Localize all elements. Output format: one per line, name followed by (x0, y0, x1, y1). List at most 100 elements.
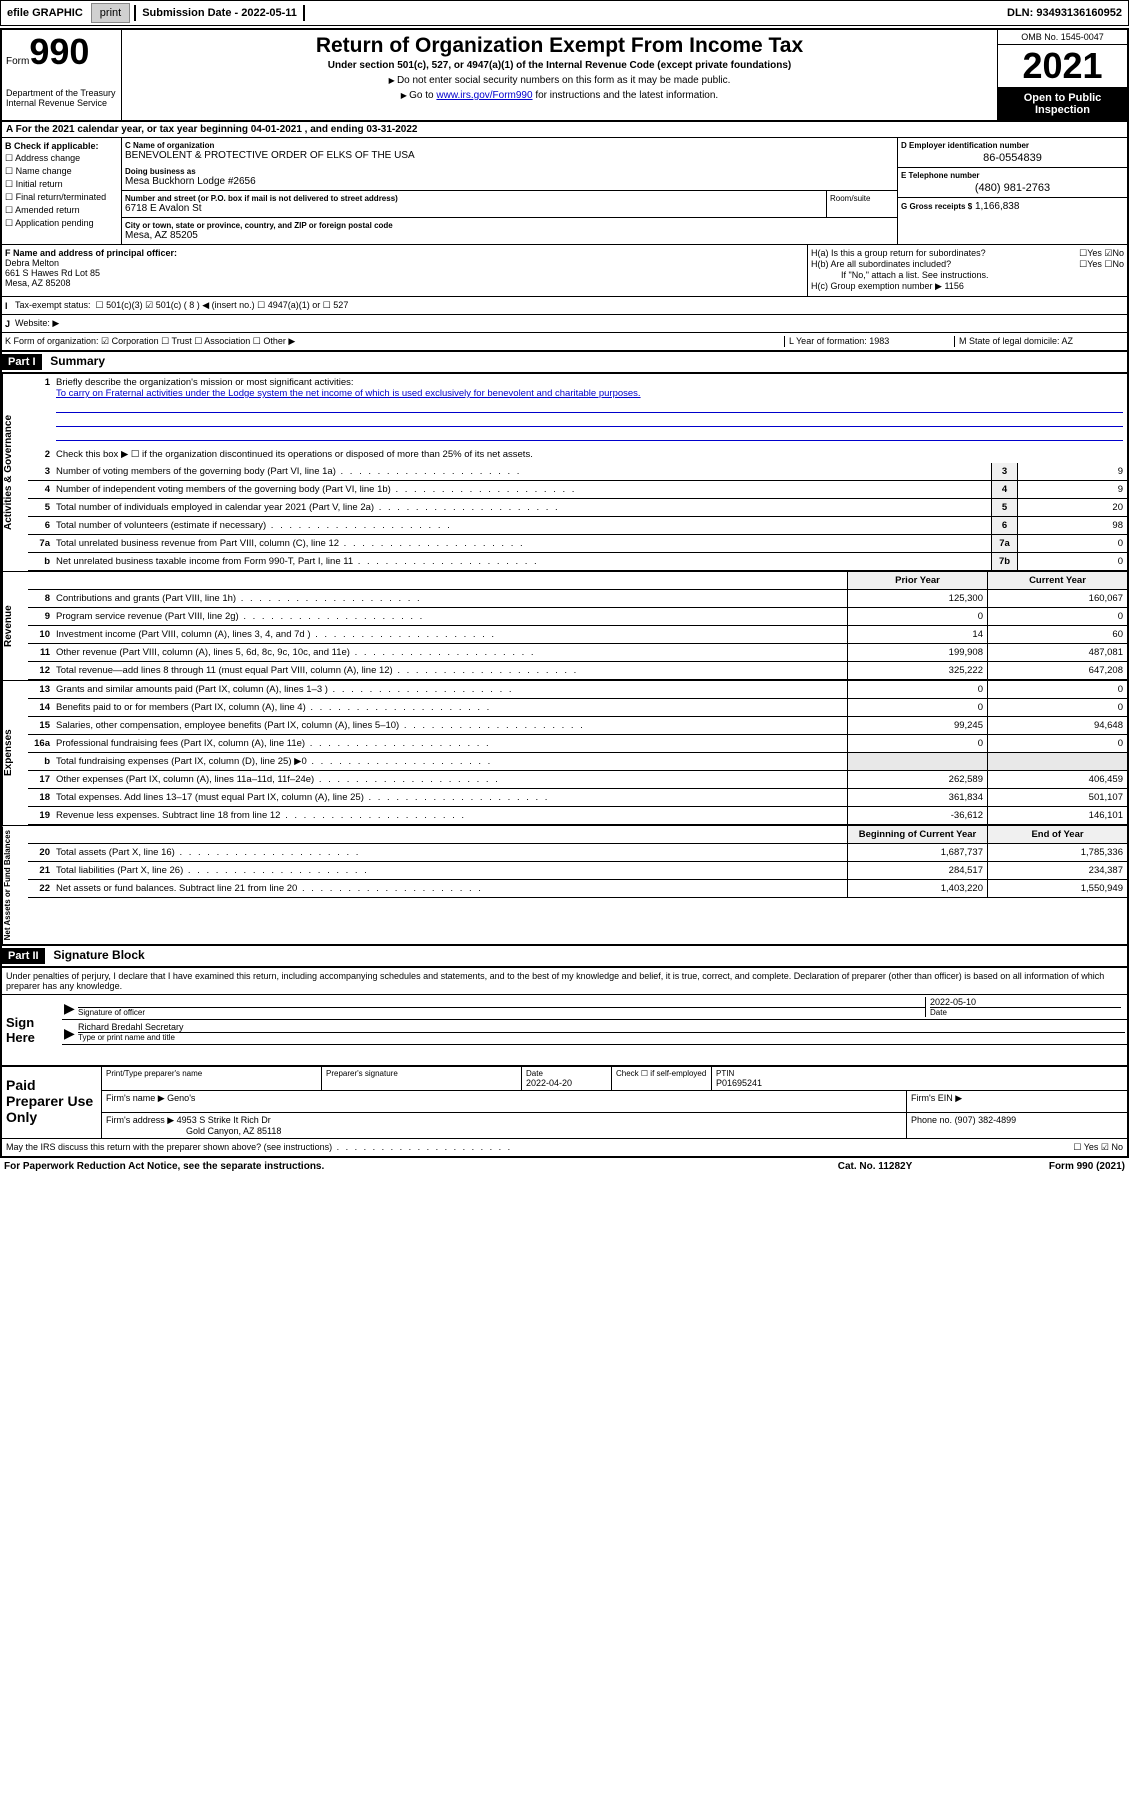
f-lbl: F Name and address of principal officer: (5, 248, 177, 258)
mission-txt: To carry on Fraternal activities under t… (56, 388, 641, 399)
hb-yn[interactable]: ☐Yes ☐No (1079, 259, 1124, 270)
line-10: 10 Investment income (Part VIII, column … (28, 626, 1127, 644)
header-left: Form990 Department of the Treasury Inter… (2, 30, 122, 120)
i-label: Tax-exempt status: (15, 300, 91, 310)
row-i: I Tax-exempt status: ☐ 501(c)(3) ☑ 501(c… (2, 297, 1127, 315)
line-prior: 0 (847, 681, 987, 698)
c-dba-lbl: Doing business as (125, 167, 894, 176)
sign-block: Sign Here ▶ Signature of officer 2022-05… (2, 995, 1127, 1065)
line-num: 6 (28, 517, 52, 534)
chk-amended-return[interactable]: Amended return (5, 205, 118, 216)
d-ein-lbl: D Employer identification number (901, 141, 1124, 150)
part2-decl: Under penalties of perjury, I declare th… (2, 968, 1127, 995)
line-txt: Revenue less expenses. Subtract line 18 … (52, 807, 847, 824)
firm-ein: Firm's EIN ▶ (907, 1091, 1127, 1112)
exp-content: 13 Grants and similar amounts paid (Part… (28, 681, 1127, 825)
line-prior: -36,612 (847, 807, 987, 824)
chk-name-change[interactable]: Name change (5, 166, 118, 177)
line-num: 9 (28, 608, 52, 625)
line-14: 14 Benefits paid to or for members (Part… (28, 699, 1127, 717)
line-num: 12 (28, 662, 52, 679)
i-opts[interactable]: ☐ 501(c)(3) ☑ 501(c) ( 8 ) ◀ (insert no.… (96, 300, 349, 310)
line-txt: Salaries, other compensation, employee b… (52, 717, 847, 734)
discuss-txt: May the IRS discuss this return with the… (6, 1142, 1073, 1153)
dots (332, 1142, 512, 1152)
pt-name: Print/Type preparer's name (102, 1067, 322, 1090)
line-txt: Net unrelated business taxable income fr… (52, 553, 991, 570)
line-val: 0 (1017, 553, 1127, 570)
i-txt: Tax-exempt status: ☐ 501(c)(3) ☑ 501(c) … (15, 300, 1124, 311)
c-addr-val: 6718 E Avalon St (125, 203, 823, 214)
prep-date: Date2022-04-20 (522, 1067, 612, 1090)
c-name-lbl: C Name of organization (125, 141, 894, 150)
line-curr: 0 (987, 608, 1127, 625)
na-content: Beginning of Current Year End of Year 20… (28, 826, 1127, 944)
line-16a: 16a Professional fundraising fees (Part … (28, 735, 1127, 753)
prep-sig-lbl: Preparer's signature (326, 1069, 517, 1078)
sig-officer-row: ▶ Signature of officer 2022-05-10 Date (62, 995, 1127, 1020)
i-lbl: I (5, 301, 15, 311)
c-room: Room/suite (827, 191, 897, 217)
top-bar: efile GRAPHIC print Submission Date - 20… (0, 0, 1129, 26)
chk-self[interactable]: Check ☐ if self-employed (612, 1067, 712, 1090)
chk-address-change[interactable]: Address change (5, 153, 118, 164)
c-dba-val: Mesa Buckhorn Lodge #2656 (125, 176, 894, 187)
k-txt[interactable]: K Form of organization: ☑ Corporation ☐ … (5, 336, 784, 347)
submission-date: Submission Date - 2022-05-11 (134, 5, 305, 21)
chk-application-pending[interactable]: Application pending (5, 218, 118, 229)
expenses-section: Expenses 13 Grants and similar amounts p… (2, 680, 1127, 825)
line-val: 9 (1017, 481, 1127, 498)
line-txt: Total number of volunteers (estimate if … (52, 517, 991, 534)
c-addr-row: Number and street (or P.O. box if mail i… (122, 191, 897, 218)
form-word: Form (6, 56, 29, 67)
na-hdr-blank (28, 826, 52, 843)
e-phone-val: (480) 981-2763 (901, 182, 1124, 194)
q2-txt[interactable]: Check this box ▶ ☐ if the organization d… (52, 446, 1127, 463)
mission-line (56, 415, 1123, 427)
line-num: b (28, 553, 52, 570)
line-9: 9 Program service revenue (Part VIII, li… (28, 608, 1127, 626)
line-txt: Net assets or fund balances. Subtract li… (52, 880, 847, 897)
line-8: 8 Contributions and grants (Part VIII, l… (28, 590, 1127, 608)
line-22: 22 Net assets or fund balances. Subtract… (28, 880, 1127, 898)
form-number: 990 (29, 31, 89, 72)
sign-here-lbl: Sign Here (2, 995, 62, 1065)
line-3: 3 Number of voting members of the govern… (28, 463, 1127, 481)
line-20: 20 Total assets (Part X, line 16) 1,687,… (28, 844, 1127, 862)
line-txt: Total revenue—add lines 8 through 11 (mu… (52, 662, 847, 679)
l-txt: L Year of formation: 1983 (784, 336, 954, 347)
goto-post: for instructions and the latest informat… (533, 90, 719, 101)
hdr-blank (28, 572, 52, 589)
revenue-section: Revenue Prior Year Current Year 8 Contri… (2, 571, 1127, 680)
c-name-val: BENEVOLENT & PROTECTIVE ORDER OF ELKS OF… (125, 150, 894, 161)
paid-row2: Firm's name ▶ Geno's Firm's EIN ▶ (102, 1091, 1127, 1113)
vtab-na: Net Assets or Fund Balances (2, 826, 28, 944)
form-header: Form990 Department of the Treasury Inter… (2, 30, 1127, 122)
line-curr: 406,459 (987, 771, 1127, 788)
form-title: Return of Organization Exempt From Incom… (126, 34, 993, 58)
discuss-yn[interactable]: ☐ Yes ☑ No (1073, 1142, 1123, 1153)
sig-name-val: Richard Bredahl Secretary (78, 1022, 1125, 1032)
rev-content: Prior Year Current Year 8 Contributions … (28, 572, 1127, 680)
chk-final-return[interactable]: Final return/terminated (5, 192, 118, 203)
chk-initial-return[interactable]: Initial return (5, 179, 118, 190)
line-curr: 0 (987, 735, 1127, 752)
line-6: 6 Total number of volunteers (estimate i… (28, 517, 1127, 535)
line-num: 21 (28, 862, 52, 879)
col-h: H(a) Is this a group return for subordin… (807, 245, 1127, 296)
col-f: F Name and address of principal officer:… (2, 245, 807, 296)
line-txt: Total assets (Part X, line 16) (52, 844, 847, 861)
ha-yn[interactable]: ☐Yes ☑No (1079, 248, 1124, 259)
col-b-hdr: B Check if applicable: (5, 141, 118, 151)
print-button[interactable]: print (91, 3, 130, 23)
sig-date-lbl: Date (930, 1007, 1121, 1017)
line-txt: Other revenue (Part VIII, column (A), li… (52, 644, 847, 661)
line-prior: 325,222 (847, 662, 987, 679)
firm-addr-lbl: Firm's address ▶ (106, 1115, 174, 1125)
col-de: D Employer identification number 86-0554… (897, 138, 1127, 244)
line-b: b Total fundraising expenses (Part IX, c… (28, 753, 1127, 771)
line-txt: Contributions and grants (Part VIII, lin… (52, 590, 847, 607)
form990-link[interactable]: www.irs.gov/Form990 (436, 90, 532, 101)
vtab-exp: Expenses (2, 681, 28, 825)
sig-officer[interactable]: Signature of officer (78, 1007, 925, 1017)
